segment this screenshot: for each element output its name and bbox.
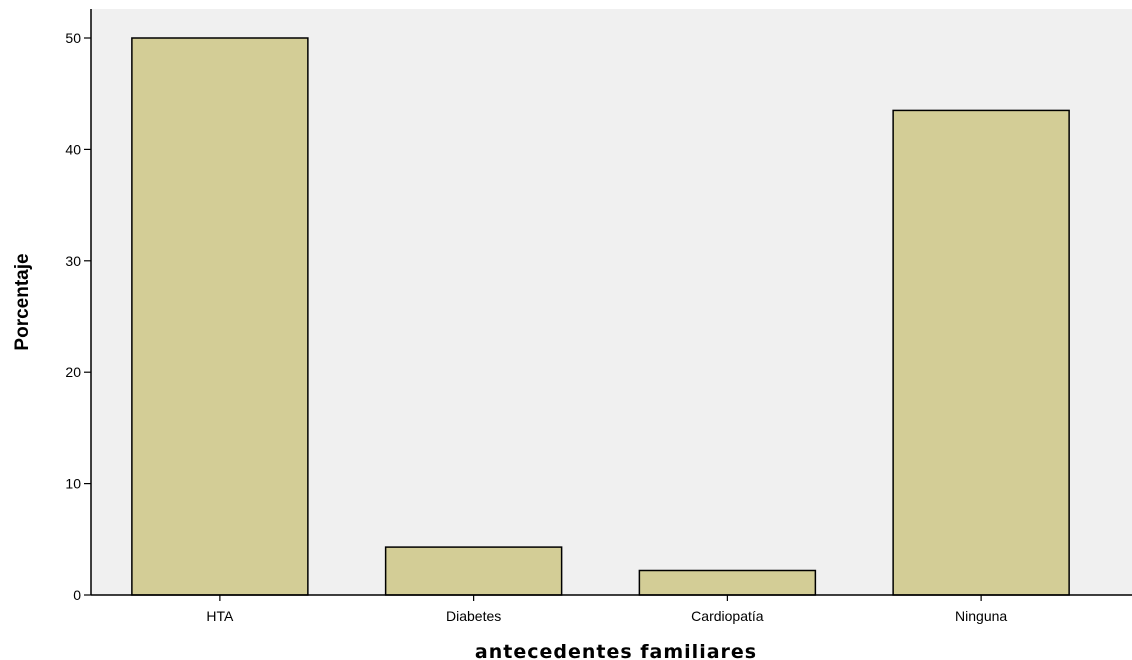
y-ticks-group: 0 10 20 30 40 50	[65, 30, 91, 603]
y-tick-label: 0	[73, 587, 81, 603]
y-axis-title: Porcentaje	[12, 253, 33, 350]
y-tick-label: 40	[65, 141, 81, 157]
x-ticks-group: HTA Diabetes Cardiopatía Ninguna	[206, 595, 1007, 624]
x-tick-label: Cardiopatía	[691, 608, 764, 624]
bar-diabetes	[384, 546, 563, 596]
x-tick-label: Diabetes	[446, 608, 501, 624]
y-tick-label: 20	[65, 364, 81, 380]
x-tick-label: Ninguna	[955, 608, 1007, 624]
bars-group	[131, 37, 1070, 596]
x-axis-title: antecedentes familiares	[475, 641, 757, 660]
bar-ninguna	[892, 109, 1070, 596]
bar-hta	[131, 37, 309, 596]
chart-title-cropped	[140, 0, 510, 6]
x-tick-label: HTA	[206, 608, 234, 624]
bar-cardiopatía	[638, 569, 817, 596]
y-tick-label: 30	[65, 253, 81, 269]
y-tick-label: 50	[65, 30, 81, 46]
y-tick-label: 10	[65, 476, 81, 492]
